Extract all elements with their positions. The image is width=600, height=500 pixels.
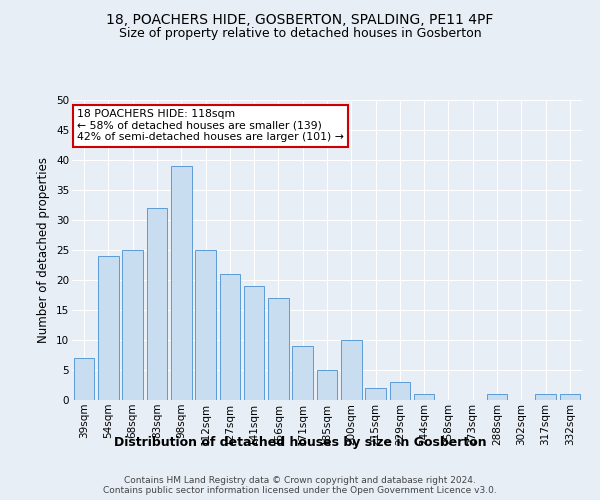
- Bar: [220, 274, 240, 400]
- Bar: [341, 340, 362, 400]
- Bar: [74, 358, 94, 400]
- Y-axis label: Number of detached properties: Number of detached properties: [37, 157, 50, 343]
- Bar: [389, 382, 410, 400]
- Text: Size of property relative to detached houses in Gosberton: Size of property relative to detached ho…: [119, 28, 481, 40]
- Bar: [535, 394, 556, 400]
- Text: 18 POACHERS HIDE: 118sqm
← 58% of detached houses are smaller (139)
42% of semi-: 18 POACHERS HIDE: 118sqm ← 58% of detach…: [77, 109, 344, 142]
- Bar: [195, 250, 216, 400]
- Bar: [244, 286, 265, 400]
- Bar: [487, 394, 508, 400]
- Text: 18, POACHERS HIDE, GOSBERTON, SPALDING, PE11 4PF: 18, POACHERS HIDE, GOSBERTON, SPALDING, …: [106, 12, 494, 26]
- Text: Distribution of detached houses by size in Gosberton: Distribution of detached houses by size …: [113, 436, 487, 449]
- Bar: [146, 208, 167, 400]
- Bar: [365, 388, 386, 400]
- Bar: [414, 394, 434, 400]
- Bar: [98, 256, 119, 400]
- Bar: [292, 346, 313, 400]
- Bar: [122, 250, 143, 400]
- Bar: [268, 298, 289, 400]
- Text: Contains HM Land Registry data © Crown copyright and database right 2024.
Contai: Contains HM Land Registry data © Crown c…: [103, 476, 497, 495]
- Bar: [317, 370, 337, 400]
- Bar: [171, 166, 191, 400]
- Bar: [560, 394, 580, 400]
